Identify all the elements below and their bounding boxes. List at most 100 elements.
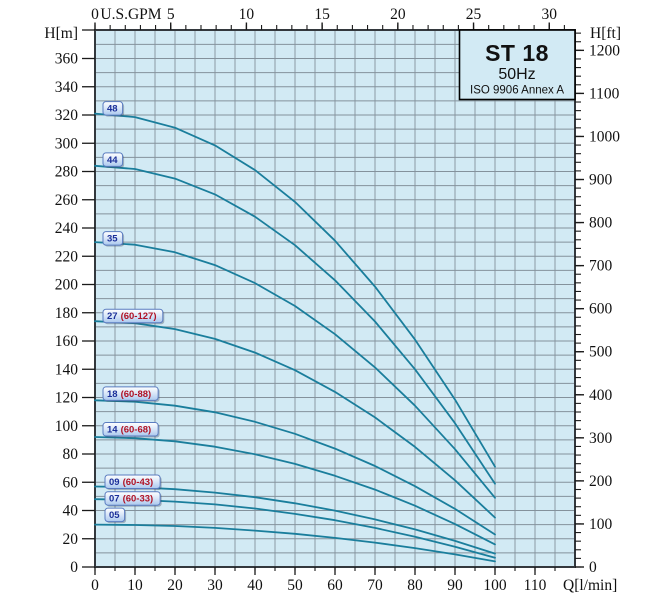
curve-badge-05: 05 — [104, 507, 127, 524]
bottom-tick-label: 10 — [127, 577, 143, 594]
left-tick-label: 360 — [55, 51, 79, 68]
top-axis-unit-label: U.S.GPM — [100, 6, 161, 23]
badge-text: 14 (60-68) — [107, 425, 151, 436]
curve-badge-48: 48 — [102, 101, 125, 117]
bottom-tick-label: 70 — [367, 577, 383, 594]
pump-curve-27 — [94, 320, 496, 519]
left-axis-unit-label: H[m] — [44, 25, 78, 42]
curve-badge-44: 44 — [102, 152, 125, 168]
pump-curve-14 — [94, 436, 496, 546]
right-tick-label: 1100 — [589, 85, 620, 102]
badge-frame — [102, 422, 159, 437]
bottom-tick-label: 40 — [247, 577, 263, 594]
curve-badge-35: 35 — [102, 231, 125, 247]
left-tick-label: 60 — [63, 474, 79, 491]
right-tick-label: 400 — [589, 387, 613, 404]
pump-curve-07 — [94, 498, 496, 559]
left-tick-label: 160 — [55, 333, 79, 350]
left-tick-label: 40 — [63, 503, 79, 520]
right-tick-label: 300 — [589, 430, 613, 447]
left-tick-label: 180 — [55, 305, 79, 322]
right-axis-unit-label: H[ft] — [590, 25, 621, 42]
right-tick-label: 600 — [589, 301, 613, 318]
title-box: ST 18 50Hz ISO 9906 Annex A — [458, 29, 576, 101]
badge-text: 18 (60-88) — [107, 389, 151, 400]
badge-text: 44 — [107, 155, 118, 166]
grid-lines — [95, 30, 575, 567]
left-tick-label: 0 — [70, 559, 78, 576]
top-tick-label: 20 — [390, 6, 406, 23]
right-tick-label: 800 — [589, 215, 613, 232]
pump-curves — [94, 112, 496, 563]
left-tick-label: 200 — [55, 277, 79, 294]
right-tick-label: 100 — [589, 516, 613, 533]
top-tick-label: 30 — [541, 6, 557, 23]
bottom-tick-label: 80 — [407, 577, 423, 594]
badge-frame — [102, 231, 124, 246]
curve-badge-14: 14 (60-68) — [102, 422, 160, 438]
frequency-label: 50Hz — [498, 66, 535, 83]
top-tick-label: 25 — [466, 6, 482, 23]
badge-frame — [104, 507, 126, 523]
badge-frame — [102, 386, 159, 401]
top-tick-label: 10 — [239, 6, 255, 23]
badge-text: 48 — [107, 104, 118, 115]
pump-curve-44 — [94, 164, 496, 485]
left-tick-label: 100 — [55, 418, 79, 435]
badge-frame — [102, 152, 124, 167]
right-tick-label: 500 — [589, 344, 613, 361]
badge-frame — [102, 308, 164, 324]
right-tick-label: 700 — [589, 258, 613, 275]
pump-curve-09 — [94, 485, 496, 555]
standard-label: ISO 9906 Annex A — [470, 85, 564, 97]
left-tick-label: 140 — [55, 361, 79, 378]
left-tick-label: 280 — [55, 164, 79, 181]
left-tick-label: 340 — [55, 79, 79, 96]
pump-curve-48 — [94, 112, 496, 468]
curve-badge-27: 27 (60-127) — [102, 308, 165, 325]
left-tick-label: 80 — [63, 446, 79, 463]
left-tick-label: 260 — [55, 192, 79, 209]
bottom-tick-label: 60 — [327, 577, 343, 594]
badge-text: 07 (60-33) — [109, 494, 153, 505]
top-tick-label: 15 — [314, 6, 330, 23]
axis-unit-labels: H[m] H[ft] U.S.GPM Q[l/min] — [44, 6, 621, 594]
badge-frame — [104, 474, 161, 489]
curve-badge-18: 18 (60-88) — [102, 386, 160, 402]
right-tick-label: 1000 — [589, 128, 620, 145]
left-tick-label: 220 — [55, 248, 79, 265]
badge-text: 09 (60-43) — [109, 477, 153, 488]
title-box-frame — [458, 29, 576, 101]
right-tick-label: 1200 — [589, 42, 620, 59]
top-tick-label: 5 — [167, 6, 175, 23]
badge-text: 35 — [107, 234, 118, 245]
bottom-tick-label: 20 — [167, 577, 183, 594]
bottom-axis-unit-label: Q[l/min] — [563, 577, 617, 594]
badge-text: 05 — [109, 510, 120, 521]
right-tick-label: 200 — [589, 473, 613, 490]
pump-curve-35 — [94, 241, 496, 499]
bottom-tick-label: 110 — [524, 577, 547, 594]
curve-badges: 48 44 35 27 (60-127) 18 (60-88) 14 (60-68) 09 (60-… — [102, 101, 165, 524]
curve-badge-09: 09 (60-43) — [104, 474, 162, 490]
left-tick-label: 300 — [55, 135, 79, 152]
bottom-tick-label: 90 — [447, 577, 463, 594]
left-tick-label: 240 — [55, 220, 79, 237]
badge-text: 27 (60-127) — [107, 311, 157, 322]
badge-frame — [102, 101, 124, 116]
pump-curve-05 — [94, 523, 496, 563]
model-name: ST 18 — [485, 40, 549, 66]
bottom-tick-label: 50 — [287, 577, 303, 594]
badge-frame — [104, 491, 161, 506]
curve-badge-07: 07 (60-33) — [104, 491, 162, 507]
axis-ticks-and-labels: 0204060801001201401601802002202402602803… — [55, 6, 621, 594]
bottom-tick-label: 100 — [483, 577, 507, 594]
left-tick-label: 320 — [55, 107, 79, 124]
pump-curve-18 — [94, 399, 496, 536]
right-tick-label: 900 — [589, 172, 613, 189]
bottom-tick-label: 30 — [207, 577, 223, 594]
right-tick-label: 0 — [589, 559, 597, 576]
top-tick-label: 0 — [91, 6, 99, 23]
